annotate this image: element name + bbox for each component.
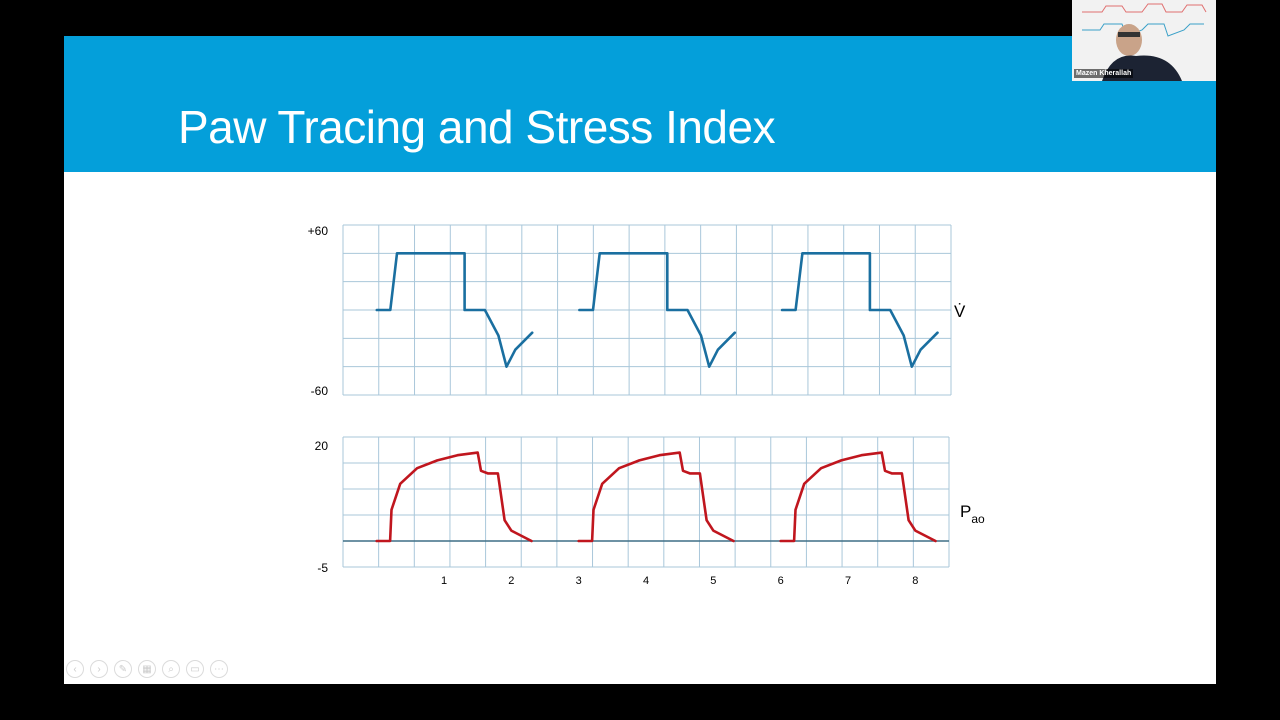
pressure-ylabel: Pao [960,502,985,526]
pressure-trace-breath-1 [375,451,533,543]
subtitle-icon[interactable]: ▭ [186,660,204,678]
forward-icon[interactable]: › [90,660,108,678]
x-tick-label: 7 [845,575,851,587]
x-tick-label: 6 [778,575,784,587]
zoom-icon[interactable]: ⌕ [162,660,180,678]
x-tick-label: 1 [441,575,447,587]
pressure-trace-breath-3 [779,451,937,543]
x-tick-label: 5 [710,575,716,587]
pressure-trace-breath-2 [577,451,735,543]
speaker-webcam: Mazen Kherallah [1072,0,1216,81]
slide-title: Paw Tracing and Stress Index [178,101,776,153]
speaker-name: Mazen Kherallah [1074,69,1134,78]
title-band: Paw Tracing and Stress Index [64,36,1216,172]
slide: Paw Tracing and Stress Index +60 -60 V̇ … [64,36,1216,684]
flow-trace-breath-2 [578,252,737,369]
x-tick-label: 3 [576,575,582,587]
more-icon[interactable]: ⋯ [210,660,228,678]
flow-ylabel: V̇ [954,302,966,321]
flow-trace-breath-1 [375,252,534,369]
back-icon[interactable]: ‹ [66,660,84,678]
flow-ymin-label: -60 [311,384,329,398]
x-tick-label: 4 [643,575,649,587]
flow-plot-grid [342,224,952,396]
x-tick-label: 2 [508,575,514,587]
waveform-plots: +60 -60 V̇ 20 -5 Pao 1 2 3 4 5 6 7 8 [308,224,985,587]
presentation-nav-bar: ‹ › ✎ ▦ ⌕ ▭ ⋯ [64,660,228,682]
pen-icon[interactable]: ✎ [114,660,132,678]
slides-icon[interactable]: ▦ [138,660,156,678]
pressure-ymax-label: 20 [315,439,329,453]
flow-ymax-label: +60 [308,224,329,238]
pressure-ymin-label: -5 [317,561,328,575]
flow-trace-breath-3 [780,252,939,369]
x-tick-label: 8 [912,575,918,587]
